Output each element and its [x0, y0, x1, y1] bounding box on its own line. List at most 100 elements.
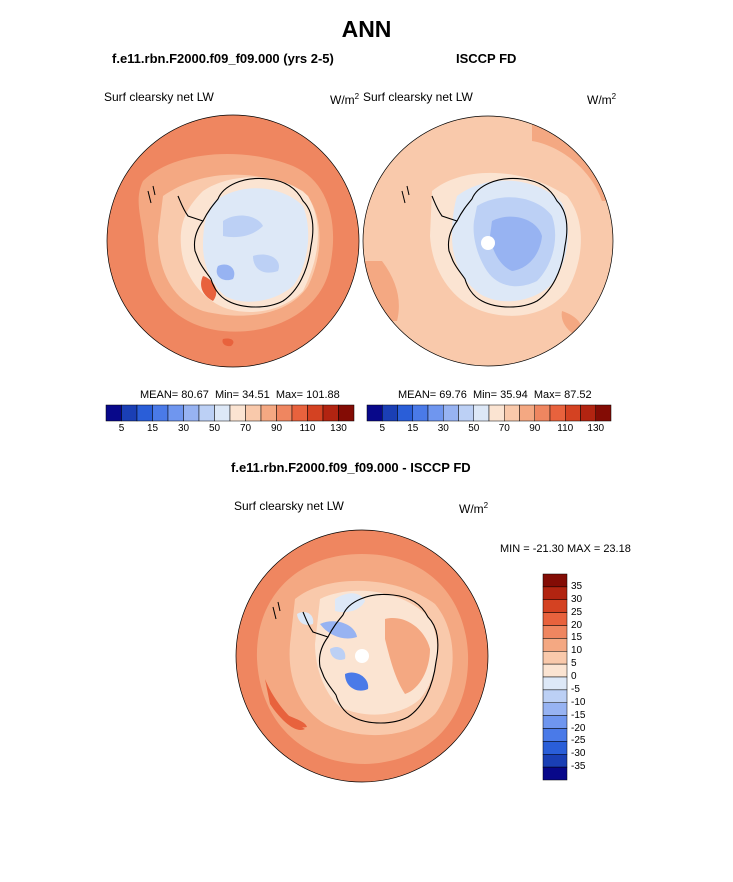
panel1-colorbar-swatch	[214, 404, 231, 422]
panel1-colorbar-swatch	[105, 404, 122, 422]
panel3-colorbar-swatch	[542, 599, 568, 613]
panel2-colorbar-swatch	[534, 404, 551, 422]
panel1-colorbar-swatch	[276, 404, 293, 422]
panel3-colorbar-tick-label: 30	[571, 593, 583, 605]
panel3-colorbar-swatch	[542, 702, 568, 716]
panel1-colorbar-tick-label: 70	[239, 423, 252, 434]
panel2-colorbar-tick-label: 5	[379, 423, 386, 434]
panel1-colorbar-swatch	[136, 404, 153, 422]
panel1-colorbar	[105, 404, 355, 422]
panel1-colorbar-swatch	[183, 404, 200, 422]
panel3-colorbar-tick-label: 20	[571, 619, 583, 631]
panel3-colorbar	[542, 573, 568, 781]
panel1-colorbar-swatch	[291, 404, 308, 422]
panel3-colorbar-swatch	[542, 638, 568, 652]
panel3-colorbar-swatch	[542, 663, 568, 678]
panel2-colorbar-swatch	[580, 404, 596, 422]
panel1-colorbar-tick-label: 90	[270, 423, 283, 434]
panel2-stats: MEAN= 69.76 Min= 35.94 Max= 87.52	[398, 389, 592, 401]
panel1-colorbar-ticks: 5 15 30 50 70 90 110 130	[106, 423, 354, 437]
panel2-colorbar-swatch	[382, 404, 398, 422]
panel3-colorbar-swatch	[542, 715, 568, 729]
panel2-colorbar-swatch	[443, 404, 459, 422]
panel2-variable: Surf clearsky net LW	[363, 90, 473, 104]
panel1-colorbar-tick-label: 30	[177, 423, 190, 434]
panel2-polar-map	[362, 115, 614, 367]
panel3-colorbar-tick-label: -35	[571, 761, 586, 773]
panel1-colorbar-swatch	[167, 404, 184, 422]
panel1-title: f.e11.rbn.F2000.f09_f09.000 (yrs 2-5)	[112, 51, 334, 66]
panel2-colorbar-tick-label: 50	[468, 423, 480, 434]
panel1-colorbar-swatch	[245, 404, 262, 422]
panel2-colorbar-ticks: 5 15 30 50 70 90 110 130	[367, 423, 611, 437]
panel1-colorbar-swatch	[198, 404, 215, 422]
panel3-pole-missing-data	[355, 649, 369, 663]
panel3-colorbar-swatch	[542, 676, 568, 691]
panel2-colorbar-swatch	[427, 404, 444, 422]
panel3-colorbar-swatch	[542, 728, 568, 742]
panel1-colorbar-swatch	[152, 404, 169, 422]
panel3-colorbar-swatch	[542, 741, 568, 755]
panel3-polar-map	[235, 529, 489, 783]
panel2-colorbar-swatch	[412, 404, 429, 422]
panel2-pole-missing-data	[481, 236, 495, 250]
panel1-colorbar-swatch	[229, 404, 246, 422]
panel1-stats: MEAN= 80.67 Min= 34.51 Max= 101.88	[140, 389, 340, 401]
panel2-colorbar-swatch	[366, 404, 383, 422]
panel2-colorbar-tick-label: 30	[437, 423, 449, 434]
panel3-colorbar-swatch	[542, 625, 568, 639]
panel2-colorbar-swatch	[565, 404, 581, 422]
panel3-colorbar-tick-label: 25	[571, 606, 583, 618]
panel3-colorbar-swatch	[542, 573, 568, 588]
panel2-colorbar-tick-label: 130	[587, 423, 605, 434]
panel3-colorbar-tick-label: -30	[571, 748, 586, 760]
panel2-colorbar-swatch	[549, 404, 566, 422]
panel1-colorbar-tick-label: 50	[208, 423, 221, 434]
panel3-title: f.e11.rbn.F2000.f09_f09.000 - ISCCP FD	[231, 460, 471, 475]
panel2-title: ISCCP FD	[456, 51, 517, 66]
panel3-colorbar-tick-label: 5	[571, 658, 577, 670]
panel3-colorbar-swatch	[542, 689, 568, 703]
panel2-colorbar-swatch	[519, 404, 535, 422]
panel1-colorbar-swatch	[307, 404, 324, 422]
panel3-min-max: MIN = -21.30 MAX = 23.18	[500, 543, 631, 555]
panel2-colorbar-tick-label: 15	[407, 423, 419, 434]
panel3-variable: Surf clearsky net LW	[234, 499, 344, 513]
panel1-colorbar-tick-label: 15	[146, 423, 159, 434]
panel1-colorbar-tick-label: 130	[330, 423, 347, 434]
panel1-colorbar-tick-label: 5	[118, 423, 125, 434]
panel2-colorbar-tick-label: 90	[529, 423, 541, 434]
panel3-colorbar-tick-label: 35	[571, 580, 583, 592]
panel2-colorbar-swatch	[458, 404, 474, 422]
panel1-colorbar-tick-label: 110	[299, 423, 316, 434]
panel3-colorbar-swatch	[542, 651, 568, 665]
panel1-colorbar-swatch	[260, 404, 277, 422]
panel3-colorbar-swatch	[542, 612, 568, 626]
panel2-colorbar	[366, 404, 612, 422]
panel3-colorbar-swatch	[542, 766, 568, 781]
panel2-colorbar-swatch	[397, 404, 413, 422]
panel3-colorbar-tick-label: 10	[571, 645, 583, 657]
panel2-colorbar-swatch	[504, 404, 520, 422]
panel3-colorbar-tick-label: -20	[571, 722, 586, 734]
panel3-colorbar-swatch	[542, 586, 568, 600]
panel3-units: W/m2	[459, 501, 489, 516]
panel3-colorbar-tick-label: -25	[571, 735, 586, 747]
panel2-colorbar-tick-label: 110	[557, 423, 574, 434]
panel2-colorbar-swatch	[595, 404, 612, 422]
panel3-colorbar-tick-label: -5	[571, 683, 580, 695]
panel1-colorbar-swatch	[322, 404, 339, 422]
panel1-polar-map	[106, 114, 360, 368]
panel3-colorbar-ticks: 35 30 25 20 15 10 5 0 -5 -10 -15 -20 -25 -30 -35	[571, 574, 611, 780]
panel2-colorbar-swatch	[473, 404, 490, 422]
panel3-colorbar-tick-label: -10	[571, 696, 586, 708]
panel2-colorbar-tick-label: 70	[498, 423, 510, 434]
panel1-units: W/m2	[330, 92, 360, 107]
panel3-colorbar-tick-label: 15	[571, 632, 583, 644]
panel3-colorbar-swatch	[542, 754, 568, 768]
panel3-colorbar-tick-label: 0	[571, 671, 577, 682]
panel1-colorbar-swatch	[338, 404, 355, 422]
panel2-units: W/m2	[587, 92, 617, 107]
panel2-colorbar-swatch	[488, 404, 505, 422]
panel1-colorbar-swatch	[121, 404, 138, 422]
